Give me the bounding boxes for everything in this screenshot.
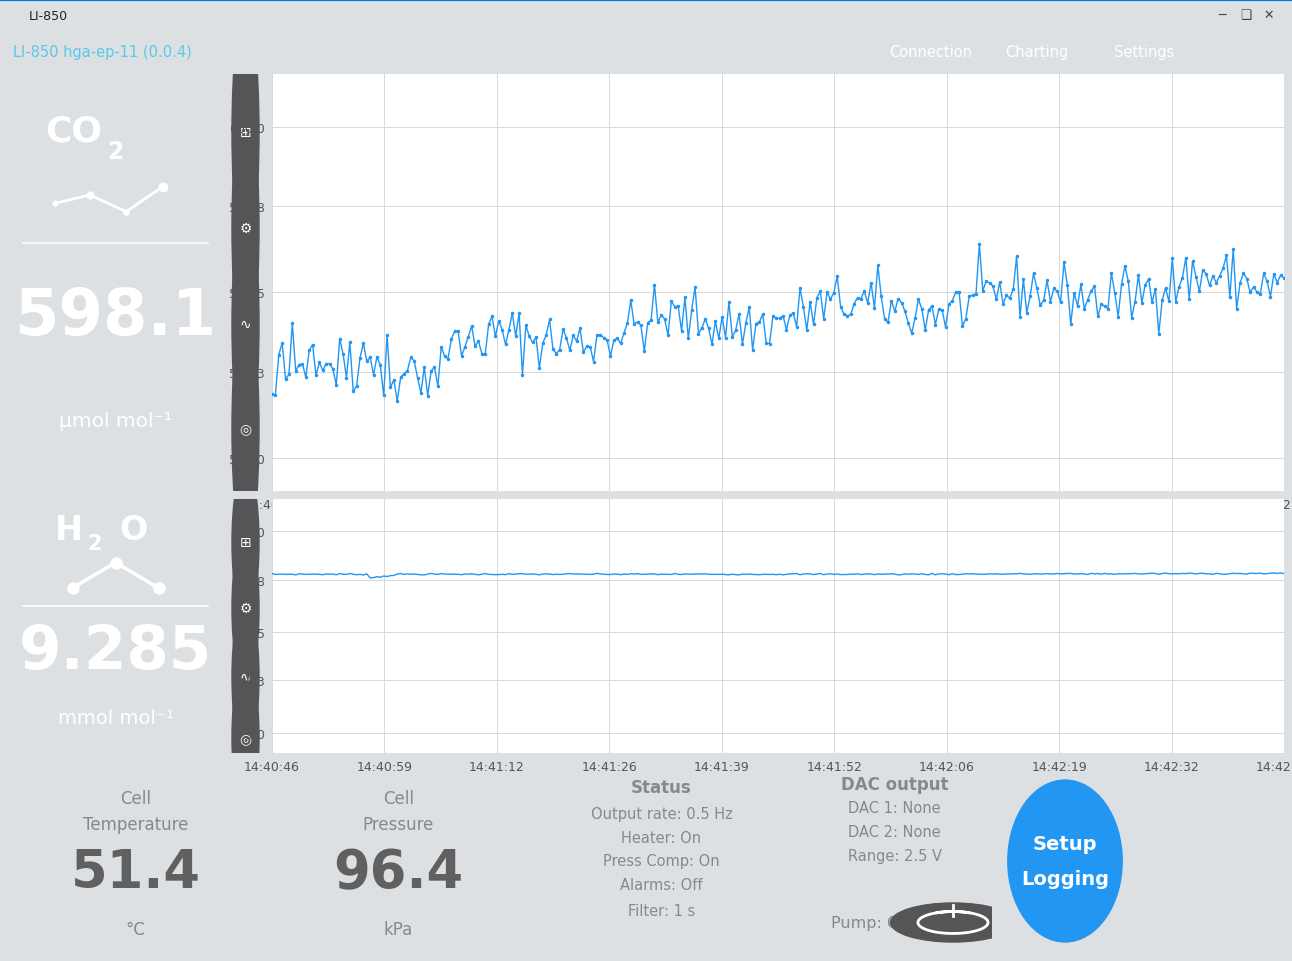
Text: 598.1: 598.1 xyxy=(14,285,217,348)
Text: Connection: Connection xyxy=(889,45,972,60)
Text: Setup: Setup xyxy=(1032,834,1097,853)
Text: Heater: On: Heater: On xyxy=(621,829,702,845)
Text: ❑: ❑ xyxy=(1240,9,1251,21)
Text: LI-850: LI-850 xyxy=(28,10,67,23)
Text: Cell: Cell xyxy=(382,790,413,807)
Text: DAC output: DAC output xyxy=(841,775,948,793)
Text: mmol mol⁻¹: mmol mol⁻¹ xyxy=(58,708,173,727)
Text: Filter: 1 s: Filter: 1 s xyxy=(628,903,695,918)
Text: ◎: ◎ xyxy=(239,731,252,745)
Text: ◎: ◎ xyxy=(239,422,252,436)
Text: DAC 1: None: DAC 1: None xyxy=(848,801,941,815)
Text: Alarms: Off: Alarms: Off xyxy=(620,877,703,893)
Text: 9.285: 9.285 xyxy=(19,623,212,681)
Text: 2: 2 xyxy=(88,533,102,554)
Text: H: H xyxy=(56,513,83,547)
Circle shape xyxy=(233,200,258,450)
Text: LI-850 hga-ep-11 (0.0.4): LI-850 hga-ep-11 (0.0.4) xyxy=(13,45,191,60)
Circle shape xyxy=(233,304,258,554)
Text: ∿: ∿ xyxy=(240,318,252,332)
Text: Range: 2.5 V: Range: 2.5 V xyxy=(848,849,942,863)
Text: CO: CO xyxy=(45,114,102,148)
Circle shape xyxy=(233,104,258,354)
Circle shape xyxy=(890,903,1016,942)
Text: 2: 2 xyxy=(107,139,123,163)
Text: DAC 2: None: DAC 2: None xyxy=(848,825,941,839)
Text: Cell: Cell xyxy=(120,790,151,807)
Circle shape xyxy=(233,601,258,753)
Text: Logging: Logging xyxy=(1021,869,1109,888)
Text: 96.4: 96.4 xyxy=(333,846,464,899)
Circle shape xyxy=(233,466,258,619)
Text: °C: °C xyxy=(125,920,146,938)
Text: Settings: Settings xyxy=(1114,45,1174,60)
Text: kPa: kPa xyxy=(384,920,413,938)
Text: O: O xyxy=(120,513,149,547)
Text: Press Comp: On: Press Comp: On xyxy=(603,853,720,869)
Text: Temperature: Temperature xyxy=(83,815,189,833)
Text: ∿: ∿ xyxy=(240,670,252,684)
Text: μmol mol⁻¹: μmol mol⁻¹ xyxy=(59,411,172,431)
Circle shape xyxy=(233,532,258,684)
Circle shape xyxy=(233,662,258,814)
Text: ⚙: ⚙ xyxy=(239,222,252,236)
Circle shape xyxy=(1008,780,1123,942)
Text: ⊞: ⊞ xyxy=(240,535,252,550)
Text: Charting: Charting xyxy=(1005,45,1068,60)
Text: Status: Status xyxy=(630,778,693,797)
Text: Output rate: 0.5 Hz: Output rate: 0.5 Hz xyxy=(590,806,733,821)
Text: Pump: Off: Pump: Off xyxy=(831,915,911,930)
Text: ⚙: ⚙ xyxy=(239,602,252,616)
Text: 51.4: 51.4 xyxy=(71,846,200,899)
Circle shape xyxy=(233,9,258,259)
Text: ⊞: ⊞ xyxy=(240,126,252,140)
Text: ─: ─ xyxy=(1218,9,1226,21)
Text: ✕: ✕ xyxy=(1264,9,1274,21)
Text: Pressure: Pressure xyxy=(363,815,434,833)
